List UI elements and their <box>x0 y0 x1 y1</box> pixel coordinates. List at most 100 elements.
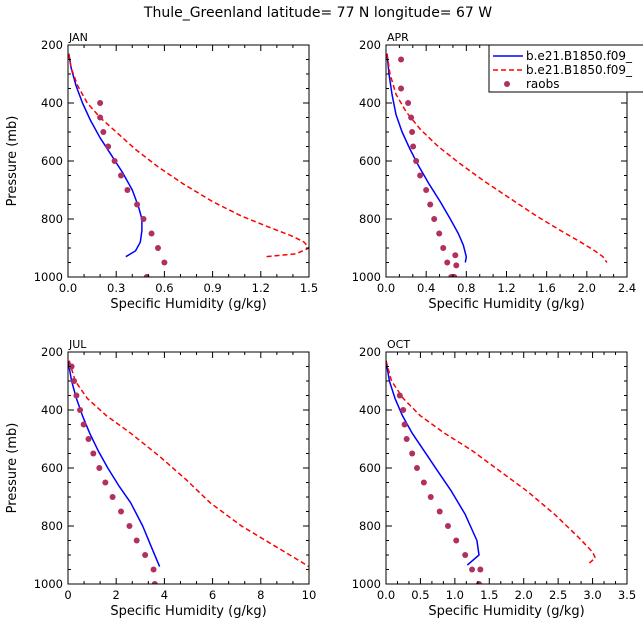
raobs-point <box>413 158 420 164</box>
legend-label: raobs <box>526 77 560 91</box>
panel-apr: 0.0 0.4 0.8 1.2 1.6 2.0 2.4 200 400 600 800 1000 APR… <box>352 31 636 312</box>
y-tick-label: 200 <box>41 38 63 52</box>
chart-panels: 0.0 0.3 0.6 0.9 1.2 1.5 200 400 600 800 1000 JAN Spe… <box>5 31 636 619</box>
raobs-point <box>423 187 430 193</box>
raobs-point <box>68 363 75 370</box>
raobs-point <box>118 508 125 515</box>
y-tick-label: 800 <box>359 212 381 226</box>
x-tick-label: 2 <box>113 588 120 602</box>
model-dashed-line <box>68 53 309 258</box>
model-solid-line <box>386 360 480 566</box>
raobs-point <box>453 262 460 269</box>
raobs-point <box>398 56 405 63</box>
x-tick-label: 3.5 <box>618 588 636 602</box>
y-tick-label: 400 <box>41 96 63 110</box>
y-axis-label: Pressure (mb) <box>5 423 20 514</box>
raobs-point <box>398 85 405 92</box>
model-dashed-line <box>386 360 597 566</box>
model-dashed-line <box>68 360 309 568</box>
panel-title: OCT <box>387 338 410 351</box>
raobs-series <box>68 363 158 584</box>
y-tick-label: 600 <box>359 154 381 168</box>
raobs-point <box>111 158 118 164</box>
raobs-point <box>100 129 107 135</box>
raobs-point <box>440 245 447 251</box>
x-tick-label: 2.4 <box>618 281 636 295</box>
y-tick-label: 600 <box>359 461 381 475</box>
x-tick-label: 0.9 <box>203 281 221 295</box>
x-tick-label: 10 <box>302 588 317 602</box>
x-tick-label: 4 <box>161 588 168 602</box>
panel-series <box>68 53 309 277</box>
x-tick-label: 1.5 <box>300 281 318 295</box>
raobs-point <box>405 100 412 106</box>
panel-title: JAN <box>68 31 88 44</box>
y-tick-label: 1000 <box>34 270 63 284</box>
y-tick-label: 400 <box>359 96 381 110</box>
chart-title: Thule_Greenland latitude= 77 N longitude… <box>143 5 492 21</box>
raobs-point <box>90 450 97 457</box>
x-tick-label: 1.0 <box>446 588 464 602</box>
panel-frame <box>67 44 310 278</box>
y-tick-label: 600 <box>41 154 63 168</box>
legend: b.e21.B1850.f09_b.e21.B1850.f09_raobs <box>488 44 643 93</box>
raobs-point <box>410 143 417 150</box>
raobs-point <box>444 523 451 529</box>
raobs-point <box>469 566 476 573</box>
x-axis-label: Specific Humidity (g/kg) <box>428 297 584 312</box>
x-tick-label: 0.8 <box>457 281 475 295</box>
raobs-point <box>105 143 112 150</box>
raobs-point <box>151 581 158 584</box>
raobs-point <box>148 230 155 237</box>
legend-marker <box>504 81 510 87</box>
raobs-point <box>85 436 92 442</box>
x-axis-label: Specific Humidity (g/kg) <box>110 604 266 619</box>
y-tick-label: 1000 <box>352 577 381 591</box>
raobs-point <box>427 494 434 500</box>
x-tick-label: 1.2 <box>252 281 270 295</box>
raobs-point <box>134 201 141 208</box>
x-tick-label: 0.3 <box>107 281 125 295</box>
y-tick-label: 1000 <box>34 577 63 591</box>
legend-label: b.e21.B1850.f09_ <box>526 49 633 63</box>
x-tick-label: 1.6 <box>538 281 556 295</box>
x-tick-label: 0.4 <box>417 281 435 295</box>
y-axis-label: Pressure (mb) <box>5 116 20 207</box>
raobs-point <box>118 172 125 179</box>
x-tick-label: 2.5 <box>549 588 567 602</box>
raobs-point <box>403 436 410 442</box>
model-solid-line <box>68 53 143 258</box>
raobs-point <box>400 407 407 413</box>
y-tick-label: 200 <box>359 345 381 359</box>
y-tick-label: 800 <box>359 519 381 533</box>
raobs-point <box>408 114 415 121</box>
raobs-point <box>161 259 168 266</box>
raobs-point <box>431 216 438 222</box>
x-tick-label: 0 <box>64 588 71 602</box>
y-tick-label: 200 <box>41 345 63 359</box>
raobs-point <box>401 421 408 428</box>
x-tick-label: 1.5 <box>480 588 498 602</box>
x-tick-label: 6 <box>209 588 216 602</box>
x-tick-label: 2.0 <box>515 588 533 602</box>
raobs-point <box>102 479 109 486</box>
panel-series <box>386 53 608 277</box>
raobs-point <box>150 566 157 573</box>
y-tick-label: 600 <box>41 461 63 475</box>
x-tick-label: 3.0 <box>583 588 601 602</box>
raobs-point <box>80 421 87 428</box>
raobs-point <box>436 230 443 237</box>
y-tick-label: 400 <box>359 403 381 417</box>
y-tick-label: 400 <box>41 403 63 417</box>
y-tick-label: 800 <box>41 519 63 533</box>
raobs-point <box>140 216 147 222</box>
x-tick-label: 0.6 <box>155 281 173 295</box>
raobs-series <box>396 392 484 584</box>
raobs-point <box>417 172 424 179</box>
panel-title: JUL <box>68 338 87 351</box>
raobs-point <box>126 523 133 529</box>
y-tick-label: 800 <box>41 212 63 226</box>
raobs-point <box>96 465 103 471</box>
x-tick-label: 0.5 <box>411 588 429 602</box>
raobs-point <box>453 537 460 544</box>
